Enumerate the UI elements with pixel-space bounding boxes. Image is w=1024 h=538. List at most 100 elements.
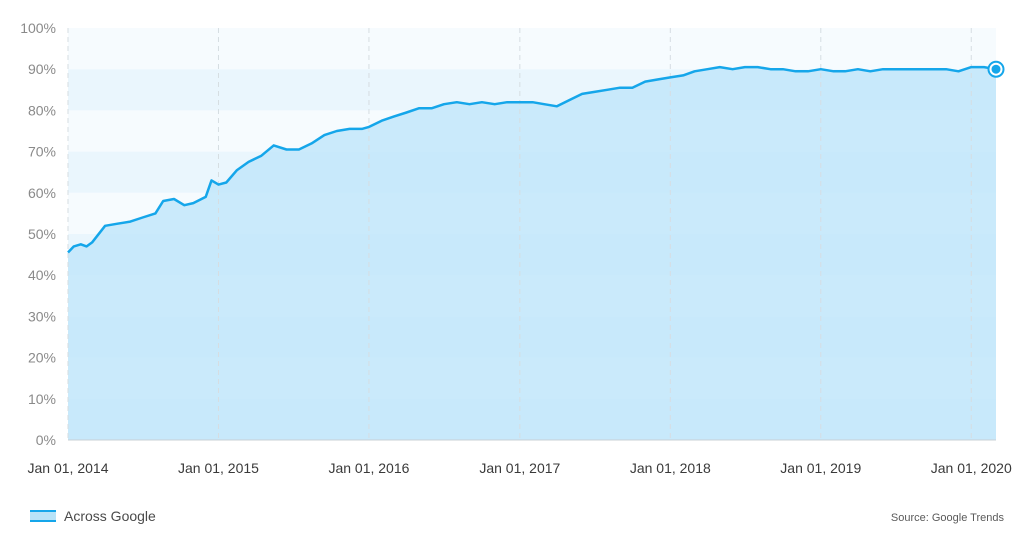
data-point [894, 68, 896, 70]
data-point [85, 245, 87, 247]
data-point [970, 66, 972, 68]
data-point [669, 76, 671, 78]
data-point [744, 66, 746, 68]
data-point [619, 87, 621, 89]
y-tick-label: 70% [28, 144, 56, 160]
data-point [323, 134, 325, 136]
data-point [430, 107, 432, 109]
y-tick-label: 80% [28, 102, 56, 118]
data-point [693, 70, 695, 72]
data-point [606, 89, 608, 91]
x-tick-label: Jan 01, 2017 [479, 460, 560, 476]
data-point [494, 103, 496, 105]
data-point [983, 66, 985, 68]
data-point [920, 68, 922, 70]
data-point [857, 68, 859, 70]
data-point [67, 251, 69, 253]
data-point [757, 66, 759, 68]
data-point [116, 223, 118, 225]
last-point-dot [991, 64, 1001, 74]
data-point [173, 198, 175, 200]
data-point [869, 70, 871, 72]
y-tick-label: 10% [28, 391, 56, 407]
data-point [310, 142, 312, 144]
data-point [205, 196, 207, 198]
data-point [832, 70, 834, 72]
data-point [593, 91, 595, 93]
x-tick-label: Jan 01, 2016 [328, 460, 409, 476]
data-point [405, 111, 407, 113]
source-note: Source: Google Trends [890, 512, 1004, 524]
data-point [543, 103, 545, 105]
data-point [73, 245, 75, 247]
y-tick-label: 90% [28, 61, 56, 77]
data-point [568, 99, 570, 101]
data-point [706, 68, 708, 70]
data-point [882, 68, 884, 70]
data-point [192, 202, 194, 204]
x-tick-label: Jan 01, 2015 [178, 460, 259, 476]
data-point [682, 74, 684, 76]
data-point [844, 70, 846, 72]
data-point [348, 128, 350, 130]
y-tick-label: 30% [28, 308, 56, 324]
data-point [393, 115, 395, 117]
data-point [225, 181, 227, 183]
data-point [631, 87, 633, 89]
data-point [141, 216, 143, 218]
data-point [154, 212, 156, 214]
data-point [932, 68, 934, 70]
area-fill [68, 67, 996, 440]
data-point [531, 101, 533, 103]
data-point [581, 93, 583, 95]
data-point [794, 70, 796, 72]
data-point [731, 68, 733, 70]
data-point [481, 101, 483, 103]
data-point [418, 107, 420, 109]
data-point [807, 70, 809, 72]
y-tick-label: 100% [20, 20, 56, 36]
x-tick-label: Jan 01, 2019 [780, 460, 861, 476]
data-point [719, 66, 721, 68]
data-point [273, 144, 275, 146]
data-point [91, 241, 93, 243]
y-tick-label: 20% [28, 350, 56, 366]
y-tick-label: 50% [28, 226, 56, 242]
data-point [656, 78, 658, 80]
x-tick-label: Jan 01, 2020 [931, 460, 1012, 476]
data-point [907, 68, 909, 70]
series-line [67, 65, 997, 254]
data-point [506, 101, 508, 103]
data-point [945, 68, 947, 70]
data-point [468, 103, 470, 105]
y-tick-label: 40% [28, 267, 56, 283]
data-point [368, 126, 370, 128]
data-point [217, 183, 219, 185]
data-point [298, 148, 300, 150]
data-point [336, 130, 338, 132]
data-point [236, 169, 238, 171]
data-point [285, 148, 287, 150]
data-point [260, 155, 262, 157]
data-point [456, 101, 458, 103]
data-point [104, 225, 106, 227]
data-point [443, 103, 445, 105]
data-point [129, 220, 131, 222]
data-point [556, 105, 558, 107]
data-point [820, 68, 822, 70]
data-point [519, 101, 521, 103]
data-point [782, 68, 784, 70]
data-point [247, 161, 249, 163]
data-point [80, 243, 82, 245]
data-point [381, 120, 383, 122]
data-point [644, 80, 646, 82]
data-point [210, 179, 212, 181]
data-point [361, 128, 363, 130]
y-tick-label: 60% [28, 185, 56, 201]
legend-swatch [30, 510, 56, 522]
x-tick-label: Jan 01, 2018 [630, 460, 711, 476]
legend: Across Google [30, 508, 156, 524]
x-tick-label: Jan 01, 2014 [28, 460, 109, 476]
